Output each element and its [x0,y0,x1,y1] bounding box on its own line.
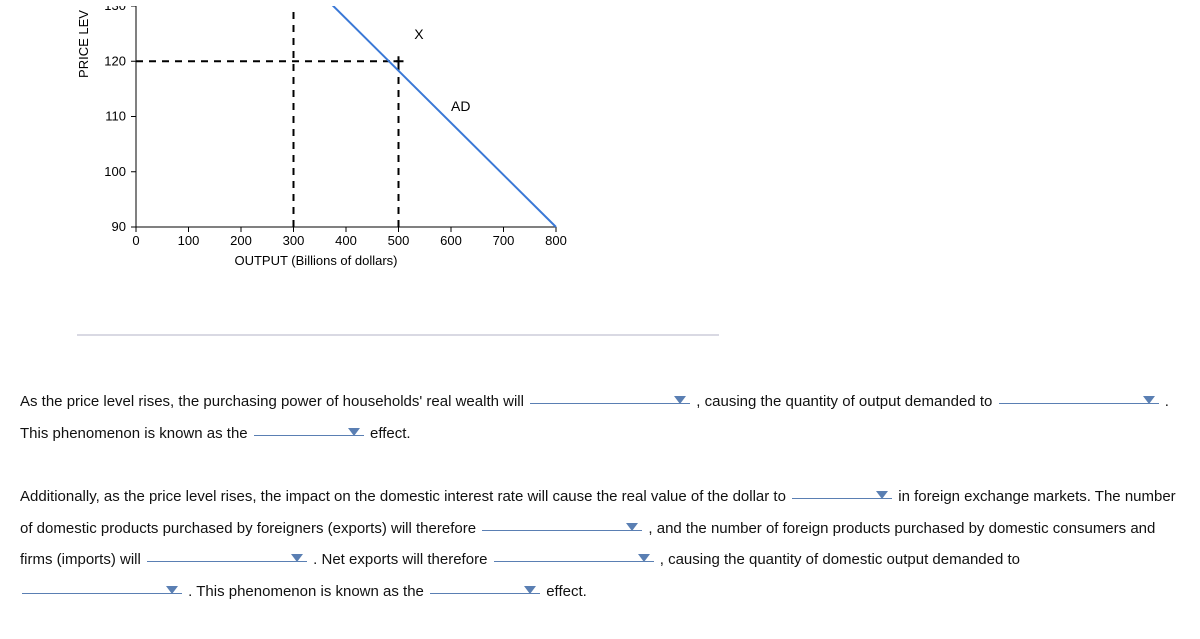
dropdown-blank-6[interactable] [147,544,307,562]
chevron-down-icon [291,554,303,562]
p1-t2: , causing the quantity of output demande… [696,393,996,410]
chevron-down-icon [876,491,888,499]
dropdown-blank-3[interactable] [254,418,364,436]
chevron-down-icon [1143,396,1155,404]
dropdown-blank-8[interactable] [22,576,182,594]
svg-text:600: 600 [440,233,462,248]
svg-text:PRICE LEV: PRICE LEV [76,10,91,78]
dropdown-blank-1[interactable] [530,386,690,404]
svg-text:400: 400 [335,233,357,248]
chevron-down-icon [524,586,536,594]
svg-text:700: 700 [493,233,515,248]
p2-t6: . This phenomenon is known as the [188,583,428,600]
svg-text:OUTPUT (Billions of dollars): OUTPUT (Billions of dollars) [234,253,397,268]
p2-t5: , causing the quantity of domestic outpu… [660,551,1020,568]
paragraph-2: Additionally, as the price level rises, … [20,481,1180,607]
question-text: As the price level rises, the purchasing… [20,386,1180,607]
svg-text:200: 200 [230,233,252,248]
svg-text:120: 120 [104,53,126,68]
dropdown-blank-2[interactable] [999,386,1159,404]
chevron-down-icon [166,586,178,594]
dropdown-blank-5[interactable] [482,513,642,531]
chevron-down-icon [674,396,686,404]
ad-chart: 90 100 110 120 130 0 100 200 300 400 500 600 700 800 O… [66,6,626,276]
svg-text:0: 0 [132,233,139,248]
svg-text:100: 100 [178,233,200,248]
p1-t1: As the price level rises, the purchasing… [20,393,528,410]
svg-text:100: 100 [104,164,126,179]
svg-text:90: 90 [112,219,126,234]
chevron-down-icon [638,554,650,562]
chevron-down-icon [348,428,360,436]
dropdown-blank-7[interactable] [494,544,654,562]
p1-t4: effect. [370,425,411,442]
svg-text:800: 800 [545,233,567,248]
p2-t1: Additionally, as the price level rises, … [20,488,790,505]
svg-text:130: 130 [104,6,126,13]
svg-text:500: 500 [388,233,410,248]
svg-text:300: 300 [283,233,305,248]
p2-t7: effect. [546,583,587,600]
section-divider [77,334,719,336]
svg-text:110: 110 [105,109,126,124]
dropdown-blank-4[interactable] [792,481,892,499]
p2-t4: . Net exports will therefore [313,551,491,568]
dropdown-blank-9[interactable] [430,576,540,594]
svg-text:AD: AD [451,98,470,114]
svg-text:X: X [414,26,424,42]
paragraph-1: As the price level rises, the purchasing… [20,386,1180,449]
chevron-down-icon [626,523,638,531]
